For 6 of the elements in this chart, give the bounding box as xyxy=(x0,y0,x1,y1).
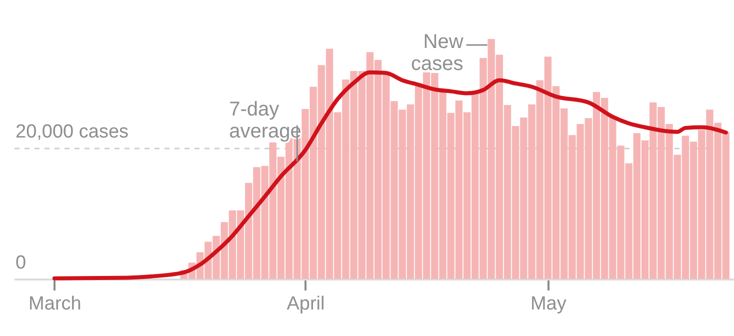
x-tick-label: April xyxy=(286,294,325,314)
y-tick-label: 20,000 cases xyxy=(16,122,129,143)
x-tick-label: March xyxy=(28,294,82,314)
y-tick-label: 0 xyxy=(16,252,26,274)
x-tick-label: May xyxy=(530,294,567,314)
annotation: New cases xyxy=(411,31,464,75)
